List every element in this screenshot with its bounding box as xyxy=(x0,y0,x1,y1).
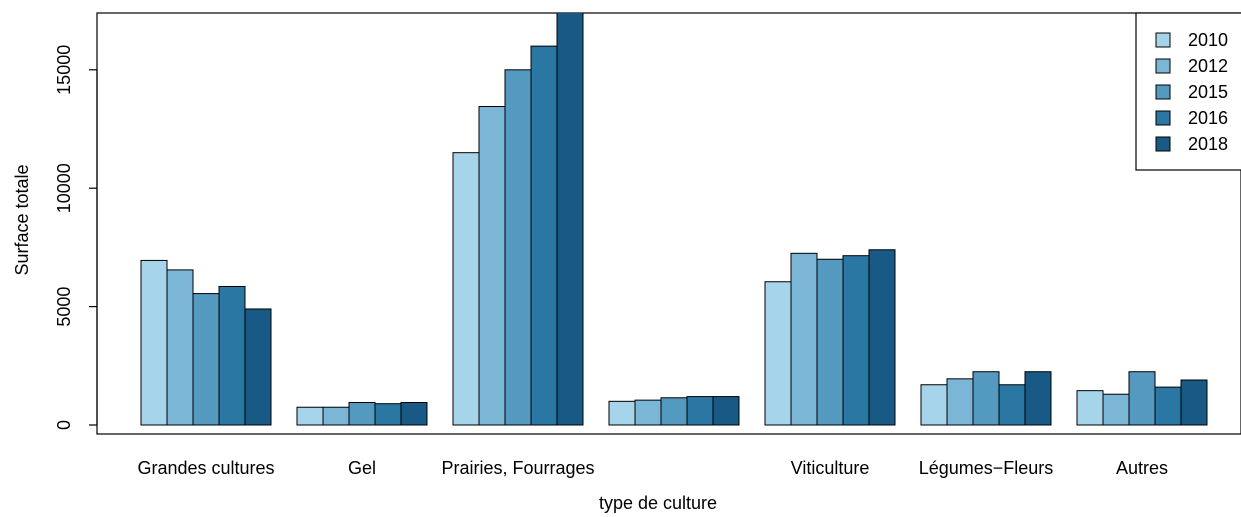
bar xyxy=(816,258,844,426)
legend-label: 2018 xyxy=(1188,134,1228,154)
bar xyxy=(842,255,870,426)
bar xyxy=(452,152,480,426)
bar xyxy=(140,259,168,426)
bar xyxy=(608,400,636,426)
bar xyxy=(218,285,246,426)
legend-swatch xyxy=(1155,136,1171,152)
legend-label: 2016 xyxy=(1188,108,1228,128)
x-tick-label: Gel xyxy=(348,458,376,478)
bar xyxy=(1128,371,1156,426)
legend-swatch xyxy=(1155,58,1171,74)
bar xyxy=(868,249,896,426)
bar xyxy=(790,252,818,426)
bar xyxy=(374,403,402,426)
x-tick-label: Prairies, Fourrages xyxy=(441,458,594,478)
bar xyxy=(530,45,558,426)
legend-swatch xyxy=(1155,84,1171,100)
x-axis-labels: Grandes cultures Gel Prairies, Fourrages Vi… xyxy=(137,458,1168,478)
bar xyxy=(1102,393,1130,426)
legend-label: 2010 xyxy=(1188,30,1228,50)
bar xyxy=(972,371,1000,426)
legend-label: 2012 xyxy=(1188,56,1228,76)
bar xyxy=(192,293,220,426)
bar xyxy=(920,384,948,426)
bar xyxy=(322,406,350,426)
x-tick-label: Grandes cultures xyxy=(137,458,274,478)
y-tick-label: 10000 xyxy=(54,163,74,213)
bar xyxy=(712,396,740,426)
bar xyxy=(634,399,662,426)
y-tick-label: 0 xyxy=(54,420,74,430)
legend-swatch xyxy=(1155,110,1171,126)
bar xyxy=(556,13,584,426)
bar xyxy=(1180,379,1208,426)
bar xyxy=(400,402,428,426)
bar xyxy=(1076,390,1104,426)
legend-box xyxy=(1135,12,1241,171)
y-axis: 0 5000 10000 15000 xyxy=(54,45,98,430)
bar xyxy=(296,406,324,426)
bar xyxy=(946,378,974,426)
bar xyxy=(504,69,532,426)
x-tick-label: Viticulture xyxy=(791,458,870,478)
y-tick-label: 5000 xyxy=(54,287,74,327)
bar xyxy=(1024,371,1052,426)
bar xyxy=(478,106,506,426)
y-tick-label: 15000 xyxy=(54,45,74,95)
bar xyxy=(998,384,1026,426)
bar xyxy=(1154,386,1182,426)
x-tick-label: Légumes−Fleurs xyxy=(919,458,1054,478)
x-tick-label: Autres xyxy=(1116,458,1168,478)
legend: 2010 2012 2015 2016 2018 xyxy=(1135,12,1241,171)
y-axis-title: Surface totale xyxy=(12,164,32,275)
legend-swatch xyxy=(1155,32,1171,48)
x-axis-title: type de culture xyxy=(599,493,717,513)
bar xyxy=(166,269,194,426)
bars xyxy=(140,13,1208,426)
bar xyxy=(686,396,714,426)
legend-label: 2015 xyxy=(1188,82,1228,102)
bar xyxy=(244,308,272,426)
bar xyxy=(764,281,792,426)
bar xyxy=(660,397,688,426)
bar xyxy=(348,402,376,426)
